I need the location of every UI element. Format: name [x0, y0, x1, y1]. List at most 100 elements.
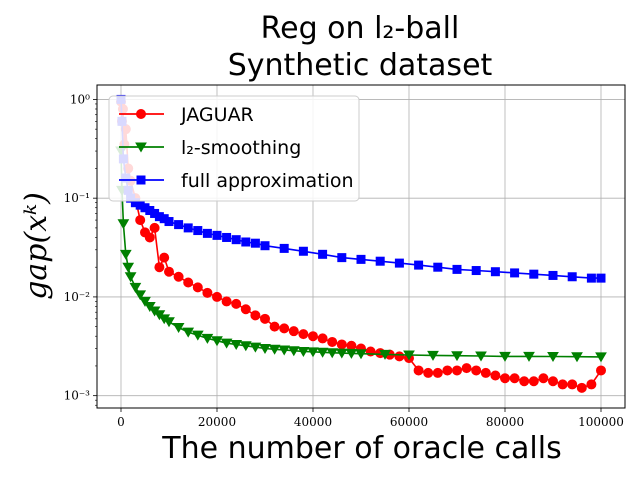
legend-label: JAGUAR [180, 104, 254, 126]
legend-box [108, 95, 360, 202]
plot-frame [96, 84, 626, 409]
data-point [307, 347, 319, 358]
data-point [222, 232, 232, 242]
data-point [297, 347, 310, 357]
data-point [567, 272, 577, 282]
data-point [471, 266, 481, 276]
data-point [548, 270, 558, 280]
data-point [596, 365, 606, 376]
data-point [268, 344, 281, 355]
data-point [129, 282, 142, 293]
chart-title-line2: Synthetic dataset [228, 48, 493, 83]
data-point [183, 277, 194, 288]
data-point [345, 348, 358, 359]
data-point [259, 344, 271, 355]
data-point [163, 317, 175, 328]
data-point [154, 262, 165, 273]
data-point [327, 336, 338, 347]
data-point [548, 376, 558, 387]
data-point [278, 345, 291, 356]
x-tick-label: 80000 [486, 415, 524, 429]
data-point [221, 296, 232, 307]
axes: 0 20000 40000 60000 80000 100000 10⁻³ 10⁻² 10⁻¹ 1… [64, 84, 626, 429]
data-point [193, 226, 203, 236]
legend-label: full approximation [181, 170, 354, 192]
data-point [326, 348, 339, 359]
data-point [122, 262, 135, 273]
y-tick-label: 10⁻³ [64, 389, 91, 403]
x-tick-label: 40000 [294, 415, 332, 429]
data-point [298, 329, 309, 340]
legend-marker [136, 175, 146, 185]
data-point [586, 379, 597, 390]
data-point [471, 365, 482, 376]
data-point [403, 350, 415, 361]
data-point [149, 222, 160, 233]
series-0 [116, 96, 606, 393]
y-tick-label: 10⁻² [64, 290, 91, 304]
data-point [480, 367, 491, 378]
data-point [375, 256, 385, 266]
data-point [139, 296, 151, 307]
data-point [231, 298, 242, 309]
data-point [174, 220, 184, 230]
data-point [298, 246, 308, 256]
data-point [379, 349, 391, 360]
data-point [182, 327, 195, 338]
data-point [490, 370, 501, 381]
data-point [260, 241, 270, 251]
data-point [164, 217, 174, 227]
data-point [571, 352, 583, 363]
data-point [287, 346, 300, 357]
data-point [231, 235, 241, 245]
data-point [547, 352, 559, 363]
data-point [239, 341, 252, 352]
data-point [528, 376, 539, 387]
data-point [427, 350, 439, 361]
data-point [260, 313, 270, 324]
data-point [318, 249, 328, 259]
data-point [172, 323, 185, 333]
data-point [414, 260, 424, 270]
data-point [510, 268, 520, 278]
data-point [394, 258, 404, 268]
data-point [586, 273, 596, 283]
data-point [144, 232, 155, 243]
y-tick-label: 10⁻¹ [64, 191, 90, 205]
data-point [433, 262, 443, 272]
data-point [336, 339, 347, 350]
data-point [288, 326, 299, 337]
data-point [557, 379, 568, 390]
x-tick-label: 20000 [198, 415, 236, 429]
data-point [230, 339, 243, 350]
data-point [523, 351, 535, 362]
data-point [538, 373, 549, 384]
data-point [202, 287, 213, 298]
data-point [423, 367, 434, 378]
data-point [335, 348, 348, 359]
data-point [499, 351, 511, 362]
data-point [567, 379, 578, 390]
data-point [173, 271, 184, 282]
data-point [452, 264, 462, 274]
data-point [355, 349, 367, 360]
data-point [159, 252, 170, 263]
data-point [316, 347, 329, 358]
x-tick-label: 0 [117, 415, 125, 429]
data-point [461, 363, 472, 374]
data-point [183, 223, 193, 233]
x-tick-label: 100000 [578, 415, 624, 429]
data-point [308, 331, 318, 342]
y-tick-label: 10⁰ [70, 92, 90, 106]
data-point [475, 351, 487, 362]
data-point [595, 352, 607, 363]
data-point [490, 267, 500, 277]
data-point [192, 282, 203, 293]
data-point [529, 269, 539, 279]
legend-marker [135, 142, 147, 153]
data-point [117, 219, 130, 230]
data-point [509, 373, 520, 384]
data-point [119, 249, 132, 260]
data-point [442, 365, 453, 376]
